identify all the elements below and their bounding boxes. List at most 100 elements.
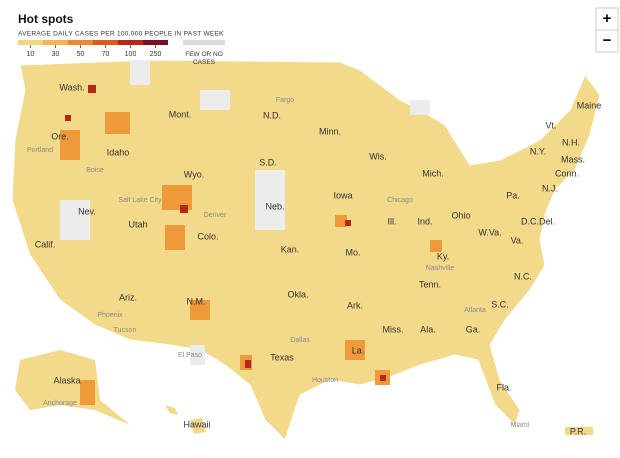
zoom-in[interactable]: + (603, 10, 612, 27)
legend-tick-label: 250 (150, 51, 162, 58)
state-label: Del. (539, 216, 555, 226)
state-label: Va. (511, 235, 524, 245)
no-data-swatch (183, 40, 225, 45)
puerto-rico (565, 427, 593, 435)
state-label: Vt. (545, 120, 556, 130)
state-label: Tenn. (419, 279, 441, 289)
legend-tick-label: 30 (52, 51, 60, 58)
zoom-out-button[interactable]: − (595, 29, 619, 53)
city-label: Miami (511, 422, 530, 429)
state-label: Ind. (417, 216, 432, 226)
legend-tick-label: 10 (27, 51, 35, 58)
state-label: Idaho (107, 147, 130, 157)
state-label: N.D. (263, 110, 281, 120)
hawaii-big (190, 418, 206, 434)
state-label: Pa. (506, 190, 520, 200)
city-label: Phoenix (97, 312, 123, 319)
city-label: El Paso (178, 352, 202, 359)
state-label: Minn. (319, 126, 341, 136)
state-label: S.C. (491, 299, 509, 309)
state-label: Hawaii (183, 419, 210, 429)
state-label: Kan. (281, 244, 300, 254)
state-label: P.R. (570, 426, 586, 436)
state-label: Calif. (35, 239, 56, 249)
zoom-out[interactable]: − (603, 32, 612, 49)
city-label: Portland (27, 147, 53, 154)
legend-tick-label: 100 (125, 51, 137, 58)
city-label: Denver (204, 212, 227, 219)
state-label: La. (352, 345, 365, 355)
legend-swatch (143, 40, 168, 45)
hawaii (165, 405, 178, 415)
legend: 10 30 50 70 100 250 FEW OR NO CASES (18, 40, 225, 66)
state-label: N.J. (542, 183, 558, 193)
state-label: Fla. (496, 382, 511, 392)
state-label: S.D. (259, 157, 277, 167)
legend-swatch (18, 40, 43, 45)
state-label: Utah (128, 219, 147, 229)
legend-swatch (118, 40, 143, 45)
alaska (15, 350, 130, 425)
legend-swatch (68, 40, 93, 45)
city-label: Fargo (276, 97, 294, 104)
state-label: Wis. (369, 151, 387, 161)
no-data-label-line: FEW OR NO (185, 51, 223, 58)
state-label: Alaska (53, 375, 80, 385)
city-label: Nashville (426, 265, 455, 272)
state-label: Mont. (169, 109, 192, 119)
state-label: Wyo. (184, 169, 204, 179)
state-label: Texas (270, 352, 294, 362)
hot-spots (60, 112, 442, 405)
map-shapes (11, 59, 601, 441)
few-cases-areas (60, 60, 430, 365)
state-label: Colo. (197, 231, 218, 241)
state-label: Okla. (287, 289, 308, 299)
state-label: Ore. (51, 131, 69, 141)
state-label: Nev. (78, 206, 96, 216)
no-data-label-line: CASES (193, 59, 216, 66)
state-label: Ga. (466, 324, 481, 334)
state-label: Ariz. (119, 292, 137, 302)
state-label: Ky. (437, 251, 449, 261)
state-label: Conn. (555, 168, 579, 178)
legend-tick-label: 70 (102, 51, 110, 58)
state-label: Neb. (265, 201, 284, 211)
state-label: W.Va. (478, 227, 501, 237)
state-label: Ill. (388, 216, 397, 226)
city-label: Houston (312, 377, 338, 384)
labels: Wash. Ore. Calif. Nev. Idaho Mont. Wyo. Utah Col… (27, 82, 601, 436)
city-label: Atlanta (464, 307, 486, 314)
city-label: Anchorage (43, 400, 77, 407)
legend-swatch (43, 40, 68, 45)
state-label: Mo. (345, 247, 360, 257)
state-label: Maine (577, 100, 602, 110)
title: Hot spots (18, 12, 74, 26)
state-label: N.M. (187, 296, 206, 306)
city-label: Chicago (387, 197, 413, 204)
legend-tick-label: 50 (77, 51, 85, 58)
state-label: N.Y. (530, 146, 546, 156)
subtitle: AVERAGE DAILY CASES PER 100,000 PEOPLE I… (18, 31, 224, 38)
state-label: Wash. (59, 82, 84, 92)
state-label: Ala. (420, 324, 436, 334)
no-data-label: FEW OR NO CASES (185, 51, 223, 66)
legend-swatch (93, 40, 118, 45)
city-label: Dallas (290, 337, 310, 344)
usa-mainland (11, 59, 601, 441)
state-label: N.C. (514, 271, 532, 281)
state-label: N.H. (562, 137, 580, 147)
state-label: Ark. (347, 300, 363, 310)
zoom-out-box[interactable] (595, 29, 619, 53)
state-label: D.C. (521, 216, 539, 226)
city-label: Salt Lake City (118, 197, 162, 204)
severe-spots (65, 85, 386, 381)
city-label: Tucson (114, 327, 137, 334)
state-label: Mass. (561, 154, 585, 164)
state-label: Mich. (422, 168, 444, 178)
city-label: Boise (86, 167, 104, 174)
zoom-in-button[interactable]: + (595, 7, 619, 31)
state-label: Miss. (383, 324, 404, 334)
state-label: Ohio (451, 210, 470, 220)
state-label: Iowa (333, 190, 352, 200)
